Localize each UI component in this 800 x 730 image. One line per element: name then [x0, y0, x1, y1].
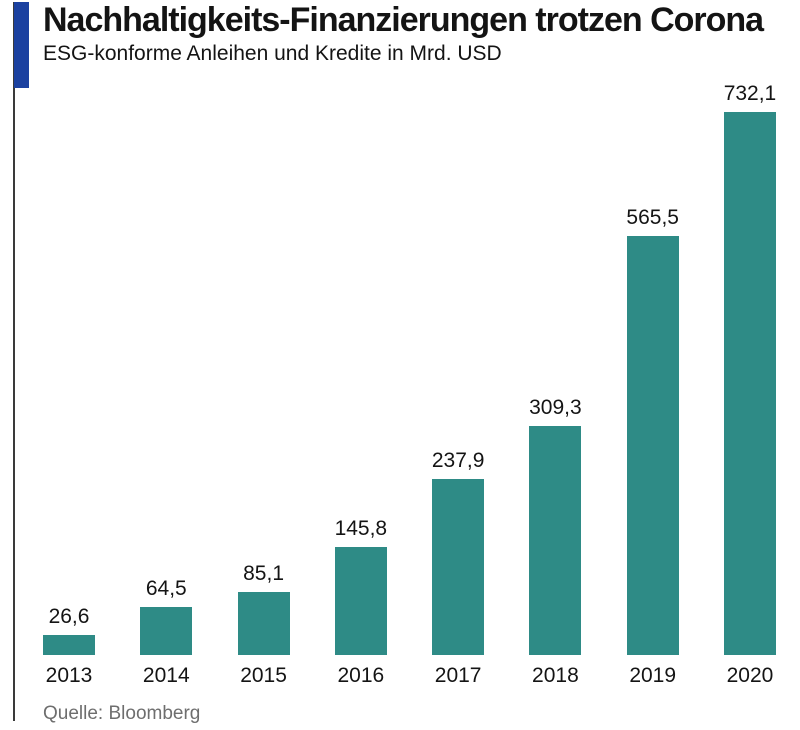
x-axis-label: 2017	[434, 664, 482, 687]
bar	[334, 547, 387, 655]
bar-value-label: 309,3	[529, 396, 582, 419]
source-text: Quelle: Bloomberg	[43, 703, 201, 724]
bar-value-label: 237,9	[431, 449, 485, 472]
bar-group: 85,1	[237, 562, 290, 655]
page-title: Nachhaltigkeits-Finanzierungen trotzen C…	[43, 1, 764, 39]
title-accent-bar	[14, 2, 29, 88]
bar-group: 237,9	[432, 449, 484, 655]
x-axis-label: 2018	[532, 664, 579, 687]
bar-group: 26,6	[43, 605, 95, 655]
x-axis-label: 2016	[337, 664, 385, 687]
bar-value-label: 26,6	[48, 605, 90, 628]
x-axis-label: 2020	[726, 664, 774, 687]
bar-group: 309,3	[529, 396, 582, 655]
bar-group: 64,5	[140, 577, 193, 655]
bar-group: 145,8	[335, 517, 387, 655]
bar-group: 565,5	[626, 206, 679, 655]
x-axis-label: 2015	[240, 664, 287, 687]
bar-value-label: 565,5	[626, 206, 679, 229]
bar-value-label: 85,1	[243, 562, 284, 585]
left-vertical-rule	[13, 2, 15, 721]
bar-group: 732,1	[724, 82, 776, 655]
bar	[140, 607, 193, 655]
page-subtitle: ESG-konforme Anleihen und Kredite in Mrd…	[43, 42, 502, 65]
bar-chart: 26,6 64,5 85,1 145,8 237,9 309,3 565,5 7…	[43, 82, 776, 655]
x-axis-labels: 2013 2014 2015 2016 2017 2018 2019 2020	[43, 663, 776, 689]
bar	[529, 426, 582, 655]
header: Nachhaltigkeits-Finanzierungen trotzen C…	[43, 0, 788, 67]
bar	[237, 592, 290, 655]
bar-value-label: 732,1	[723, 82, 777, 105]
bar	[432, 479, 485, 655]
x-axis-label: 2019	[629, 664, 677, 687]
bar	[626, 236, 679, 655]
x-axis-label: 2014	[142, 664, 190, 687]
bar-value-label: 64,5	[145, 577, 187, 600]
bar	[43, 635, 95, 655]
bar-value-label: 145,8	[334, 517, 388, 540]
x-axis-label: 2013	[45, 664, 93, 687]
bar	[723, 112, 776, 655]
